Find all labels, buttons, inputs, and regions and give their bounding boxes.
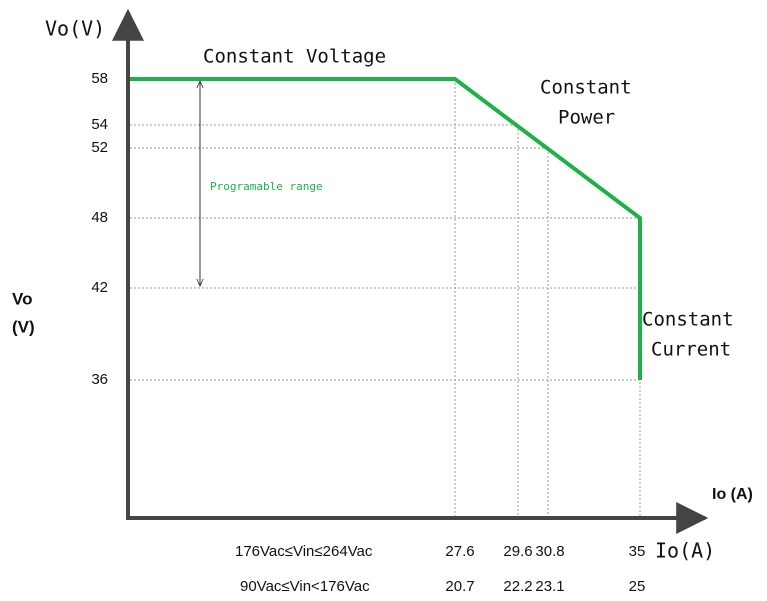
x-axis-label: Io (A) [712, 486, 753, 503]
row-value: 30.8 [535, 543, 564, 560]
y-tick-label: 58 [91, 70, 108, 87]
y-tick-label: 54 [91, 116, 108, 133]
row-value: 20.7 [445, 578, 474, 595]
row-value: 35 [629, 543, 646, 560]
y-tick-label: 42 [91, 279, 108, 296]
side-label: Vo [12, 289, 32, 308]
region-label: Power [558, 107, 615, 129]
grid-lines [130, 78, 641, 518]
row-value: 22.2 [503, 578, 532, 595]
row-label: 176Vac≤Vin≤264Vac [235, 543, 373, 560]
y-tick-label: 52 [91, 139, 108, 156]
region-label: Constant [540, 77, 632, 99]
y-axis-label: Vo(V) [45, 17, 105, 41]
range-label: Programable range [210, 180, 323, 193]
region-label: Current [651, 339, 731, 361]
y-tick-label: 36 [91, 371, 108, 388]
output-curve [130, 77, 642, 380]
side-label: (V) [12, 317, 35, 336]
current-label: Io(A) [655, 539, 715, 563]
row-label: 90Vac≤Vin<176Vac [240, 578, 370, 595]
region-label: Constant [642, 309, 734, 331]
y-tick-label: 48 [91, 209, 108, 226]
row-value: 27.6 [445, 543, 474, 560]
row-value: 23.1 [535, 578, 564, 595]
row-value: 25 [629, 578, 646, 595]
region-label: Constant Voltage [203, 46, 386, 68]
row-value: 29.6 [503, 543, 532, 560]
